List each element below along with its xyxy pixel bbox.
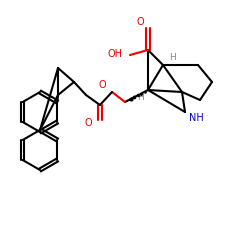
Text: OH: OH — [108, 49, 122, 59]
Text: H: H — [168, 52, 175, 62]
Text: O: O — [84, 118, 92, 128]
Text: NH: NH — [189, 113, 204, 123]
Text: O: O — [136, 17, 144, 27]
Text: O: O — [98, 80, 106, 90]
Text: H: H — [136, 94, 143, 102]
